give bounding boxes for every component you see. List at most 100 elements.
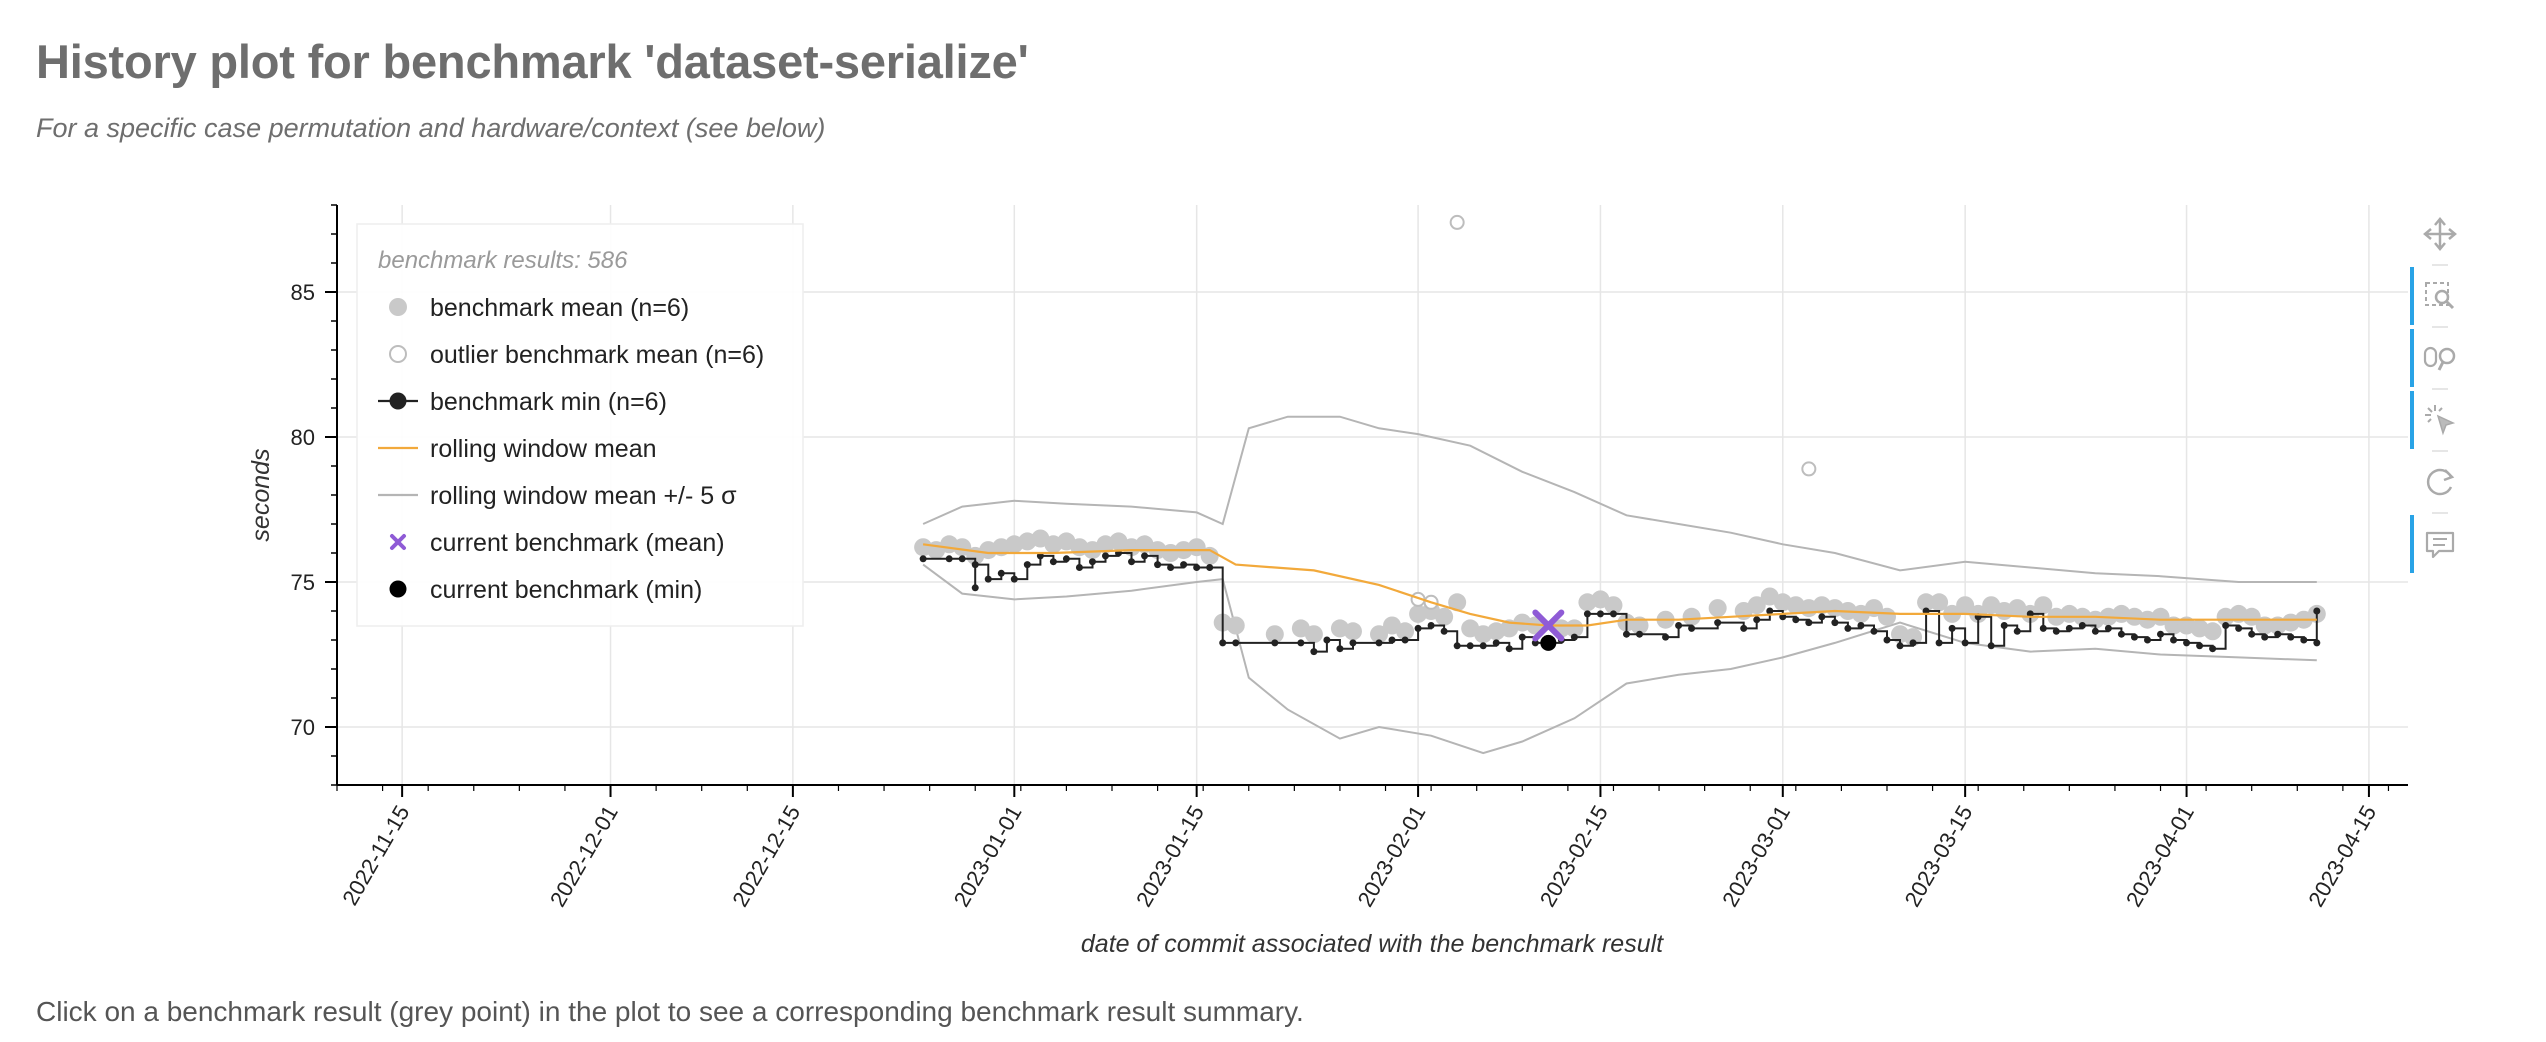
box-zoom-tool[interactable] (2410, 267, 2470, 325)
min-point[interactable] (1609, 610, 1617, 618)
min-point[interactable] (1297, 639, 1305, 647)
min-point[interactable] (1323, 636, 1331, 644)
mean-point[interactable] (1343, 622, 1362, 641)
mean-point[interactable] (1448, 593, 1467, 612)
mean-point[interactable] (2164, 616, 2183, 635)
min-point[interactable] (1622, 630, 1630, 638)
current-mean-cross[interactable] (1532, 609, 1565, 642)
min-point[interactable] (1570, 633, 1578, 641)
min-point[interactable] (2313, 607, 2321, 615)
min-point[interactable] (1935, 639, 1943, 647)
min-point[interactable] (2170, 636, 2178, 644)
min-point[interactable] (1805, 619, 1813, 627)
min-point[interactable] (1036, 552, 1044, 560)
min-point[interactable] (2130, 633, 2138, 641)
min-point[interactable] (1636, 630, 1644, 638)
min-point[interactable] (997, 569, 1005, 577)
mean-point[interactable] (1630, 616, 1649, 635)
min-point[interactable] (1518, 633, 1526, 641)
min-point[interactable] (1922, 607, 1930, 615)
min-point[interactable] (1531, 639, 1539, 647)
outlier-point[interactable] (1801, 461, 1817, 477)
min-point[interactable] (1583, 610, 1591, 618)
min-point[interactable] (2104, 624, 2112, 632)
mean-point[interactable] (1956, 596, 1975, 615)
min-point[interactable] (1167, 564, 1175, 571)
min-point[interactable] (1271, 639, 1279, 647)
min-point[interactable] (1141, 552, 1149, 560)
history-plot[interactable]: 2022-11-15 2022-12-01 2022-12-15 2023-01-01… (0, 0, 2546, 960)
min-point[interactable] (1193, 564, 1201, 571)
toolbar[interactable] (2410, 205, 2470, 573)
min-point[interactable] (2274, 630, 2282, 638)
min-point[interactable] (1675, 622, 1683, 629)
mean-point[interactable] (2255, 616, 2274, 635)
min-point[interactable] (1401, 636, 1409, 644)
min-point[interactable] (2091, 627, 2099, 635)
min-point[interactable] (2196, 642, 2204, 650)
min-point[interactable] (1753, 616, 1761, 624)
min-point[interactable] (1987, 642, 1995, 650)
min-point[interactable] (2039, 624, 2047, 632)
min-point[interactable] (2157, 630, 2165, 638)
min-point[interactable] (1375, 639, 1383, 647)
mean-point[interactable] (1708, 599, 1727, 618)
pan-tool[interactable] (2410, 205, 2470, 263)
outlier-point[interactable] (1449, 214, 1465, 230)
min-point[interactable] (2261, 633, 2269, 641)
wheel-zoom-tool[interactable] (2410, 329, 2470, 387)
min-point[interactable] (1466, 642, 1474, 650)
min-point[interactable] (1857, 622, 1865, 629)
min-point[interactable] (1844, 624, 1852, 632)
min-point[interactable] (2300, 636, 2308, 644)
min-point[interactable] (1870, 627, 1878, 635)
current-min-point[interactable] (1540, 634, 1557, 651)
min-point[interactable] (1492, 639, 1500, 647)
min-point[interactable] (1596, 610, 1604, 618)
min-point[interactable] (2052, 627, 2060, 635)
min-point[interactable] (1831, 619, 1839, 627)
mean-point[interactable] (1187, 538, 1206, 557)
mean-point[interactable] (1877, 607, 1896, 626)
min-point[interactable] (1062, 555, 1070, 563)
min-point[interactable] (1896, 642, 1904, 650)
min-point[interactable] (1909, 639, 1917, 647)
min-point[interactable] (1180, 561, 1188, 569)
mean-point[interactable] (1747, 596, 1766, 615)
min-point[interactable] (1688, 624, 1696, 632)
mean-point[interactable] (1682, 607, 1701, 626)
mean-point[interactable] (2151, 607, 2170, 626)
toolbar-hit-area[interactable] (2410, 453, 2470, 511)
min-point[interactable] (2222, 622, 2230, 629)
min-point[interactable] (1505, 645, 1513, 653)
min-point[interactable] (1154, 561, 1162, 569)
min-point[interactable] (2313, 639, 2321, 647)
min-point[interactable] (1088, 558, 1096, 566)
min-point[interactable] (1883, 636, 1891, 644)
min-point[interactable] (1961, 639, 1969, 647)
min-point[interactable] (2117, 630, 2125, 638)
min-point[interactable] (1662, 633, 1670, 641)
mean-point[interactable] (1265, 625, 1284, 644)
min-point[interactable] (1766, 607, 1774, 615)
min-point[interactable] (2183, 639, 2191, 647)
tap-tool[interactable] (2410, 391, 2470, 449)
min-point[interactable] (1440, 627, 1448, 635)
min-point[interactable] (1010, 575, 1018, 583)
min-point[interactable] (945, 555, 953, 563)
min-point[interactable] (1049, 558, 1057, 566)
min-point[interactable] (1075, 564, 1083, 571)
mean-point[interactable] (953, 538, 972, 557)
min-point[interactable] (2235, 624, 2243, 632)
min-point[interactable] (1453, 642, 1461, 650)
mean-point[interactable] (2034, 596, 2053, 615)
min-point[interactable] (1818, 613, 1826, 621)
min-point[interactable] (2013, 627, 2021, 635)
min-point[interactable] (2287, 633, 2295, 641)
min-point[interactable] (1479, 642, 1487, 650)
min-point[interactable] (2248, 630, 2256, 638)
min-point[interactable] (1023, 561, 1031, 569)
min-point[interactable] (1714, 619, 1722, 627)
mean-point[interactable] (1604, 596, 1623, 615)
reset-tool[interactable] (2410, 453, 2470, 511)
